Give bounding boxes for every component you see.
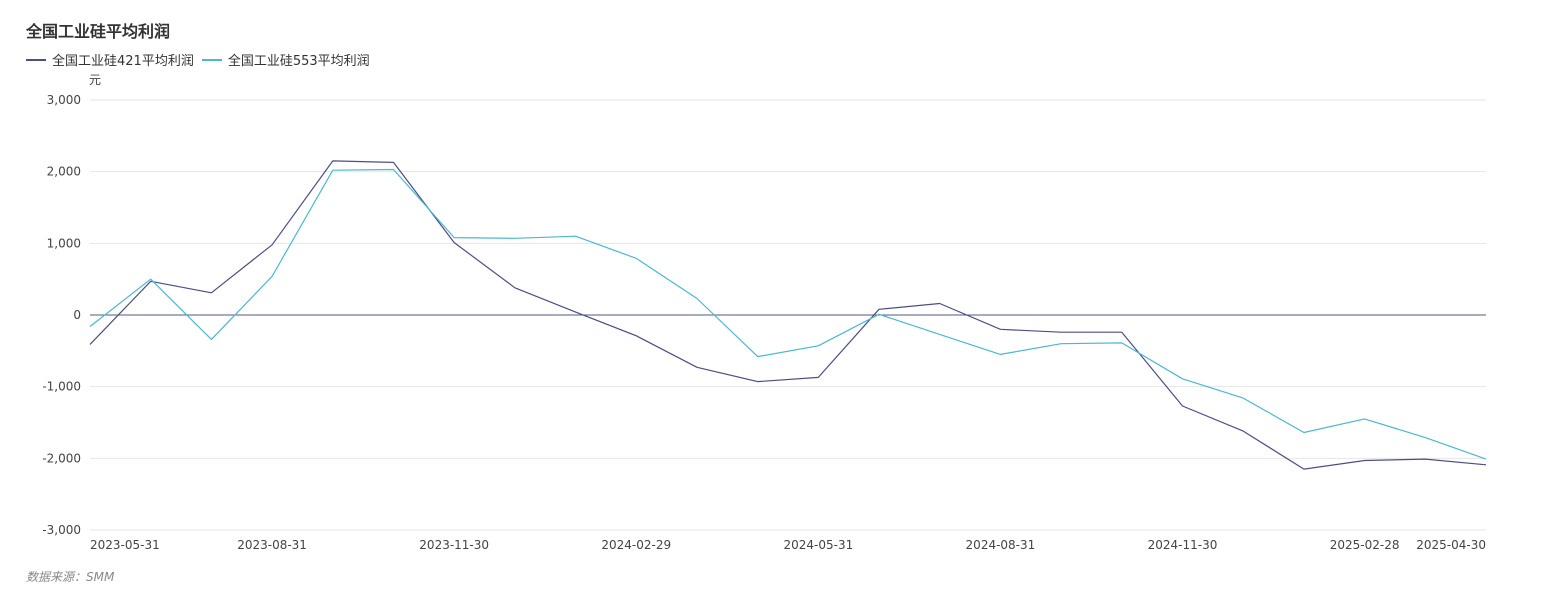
data-point-553[interactable] — [1058, 341, 1064, 347]
x-axis-ticks: 2023-05-31 2023-08-31 2023-11-30 2024-02-29… — [90, 538, 1486, 552]
x-tick-label: 2025-04-30 — [1416, 538, 1486, 552]
data-point-553[interactable] — [1180, 376, 1186, 382]
data-point-421[interactable] — [390, 159, 396, 165]
data-point-553[interactable] — [937, 331, 943, 337]
data-point-553[interactable] — [1240, 395, 1246, 401]
x-tick-label: 2023-05-31 — [90, 538, 160, 552]
series-line-553 — [89, 168, 1487, 460]
legend-swatch-series-421 — [26, 58, 46, 61]
data-point-421[interactable] — [694, 364, 700, 370]
data-point-421[interactable] — [208, 290, 214, 296]
y-axis-ticks: 3,000 2,000 1,000 0 -1,000 -2,000 -3,000 — [42, 93, 81, 537]
x-tick-label: 2023-11-30 — [419, 538, 489, 552]
data-point-553[interactable] — [1422, 435, 1428, 441]
data-point-553[interactable] — [876, 311, 882, 317]
data-point-553[interactable] — [1483, 456, 1489, 462]
data-point-421[interactable] — [997, 326, 1003, 332]
legend-label-series-553: 全国工业硅553平均利润 — [227, 54, 370, 69]
grid-layer — [90, 99, 1486, 531]
y-tick-label: 3,000 — [47, 93, 81, 107]
y-tick-label: 1,000 — [47, 236, 81, 250]
data-point-553[interactable] — [633, 255, 639, 261]
data-point-421[interactable] — [755, 379, 761, 385]
legend-swatch-series-553 — [201, 58, 222, 61]
data-point-553[interactable] — [269, 273, 275, 279]
y-tick-label: -2,000 — [42, 451, 81, 465]
y-tick-label: 2,000 — [47, 165, 81, 179]
data-point-421[interactable] — [1240, 428, 1246, 434]
data-point-553[interactable] — [87, 323, 93, 329]
data-point-421[interactable] — [937, 301, 943, 307]
data-point-553[interactable] — [330, 167, 336, 173]
data-point-553[interactable] — [148, 276, 154, 282]
y-axis-unit-label: 元 — [89, 73, 101, 87]
data-point-553[interactable] — [1119, 340, 1125, 346]
data-point-421[interactable] — [1058, 329, 1064, 335]
x-tick-label: 2025-02-28 — [1330, 538, 1400, 552]
data-point-421[interactable] — [87, 341, 93, 347]
data-point-553[interactable] — [815, 343, 821, 349]
data-point-421[interactable] — [1119, 329, 1125, 335]
y-tick-label: 0 — [73, 308, 81, 322]
x-tick-label: 2024-05-31 — [783, 538, 853, 552]
data-point-421[interactable] — [1422, 456, 1428, 462]
y-tick-label: -3,000 — [42, 523, 81, 537]
data-point-421[interactable] — [330, 158, 336, 164]
series-layer — [87, 158, 1489, 472]
data-point-421[interactable] — [815, 374, 821, 380]
data-point-421[interactable] — [633, 333, 639, 339]
series-line-421 — [89, 160, 1487, 470]
legend-item-series-421[interactable]: 全国工业硅421平均利润 — [26, 50, 194, 69]
data-point-421[interactable] — [1362, 457, 1368, 463]
data-point-553[interactable] — [997, 351, 1003, 357]
legend-label-series-421: 全国工业硅421平均利润 — [52, 54, 194, 69]
x-tick-label: 2024-02-29 — [601, 538, 671, 552]
data-point-421[interactable] — [573, 309, 579, 315]
x-tick-label: 2023-08-31 — [237, 538, 307, 552]
data-point-421[interactable] — [1483, 462, 1489, 468]
data-point-553[interactable] — [573, 233, 579, 239]
data-point-421[interactable] — [1180, 403, 1186, 409]
chart-title: 全国工业硅平均利润 — [26, 22, 171, 41]
data-point-553[interactable] — [208, 336, 214, 342]
data-point-421[interactable] — [1301, 466, 1307, 472]
data-point-421[interactable] — [512, 285, 518, 291]
data-point-553[interactable] — [451, 235, 457, 241]
data-point-553[interactable] — [755, 354, 761, 360]
data-point-553[interactable] — [390, 167, 396, 173]
data-point-553[interactable] — [512, 235, 518, 241]
data-source-note: 数据来源：SMM — [26, 570, 115, 584]
data-point-553[interactable] — [694, 296, 700, 302]
data-point-553[interactable] — [1301, 430, 1307, 436]
legend-item-series-553[interactable]: 全国工业硅553平均利润 — [201, 50, 370, 69]
data-point-553[interactable] — [1362, 416, 1368, 422]
x-tick-label: 2024-11-30 — [1148, 538, 1218, 552]
y-tick-label: -1,000 — [42, 380, 81, 394]
x-tick-label: 2024-08-31 — [966, 538, 1036, 552]
legend: 全国工业硅421平均利润 全国工业硅553平均利润 — [26, 50, 378, 69]
data-point-421[interactable] — [269, 242, 275, 248]
